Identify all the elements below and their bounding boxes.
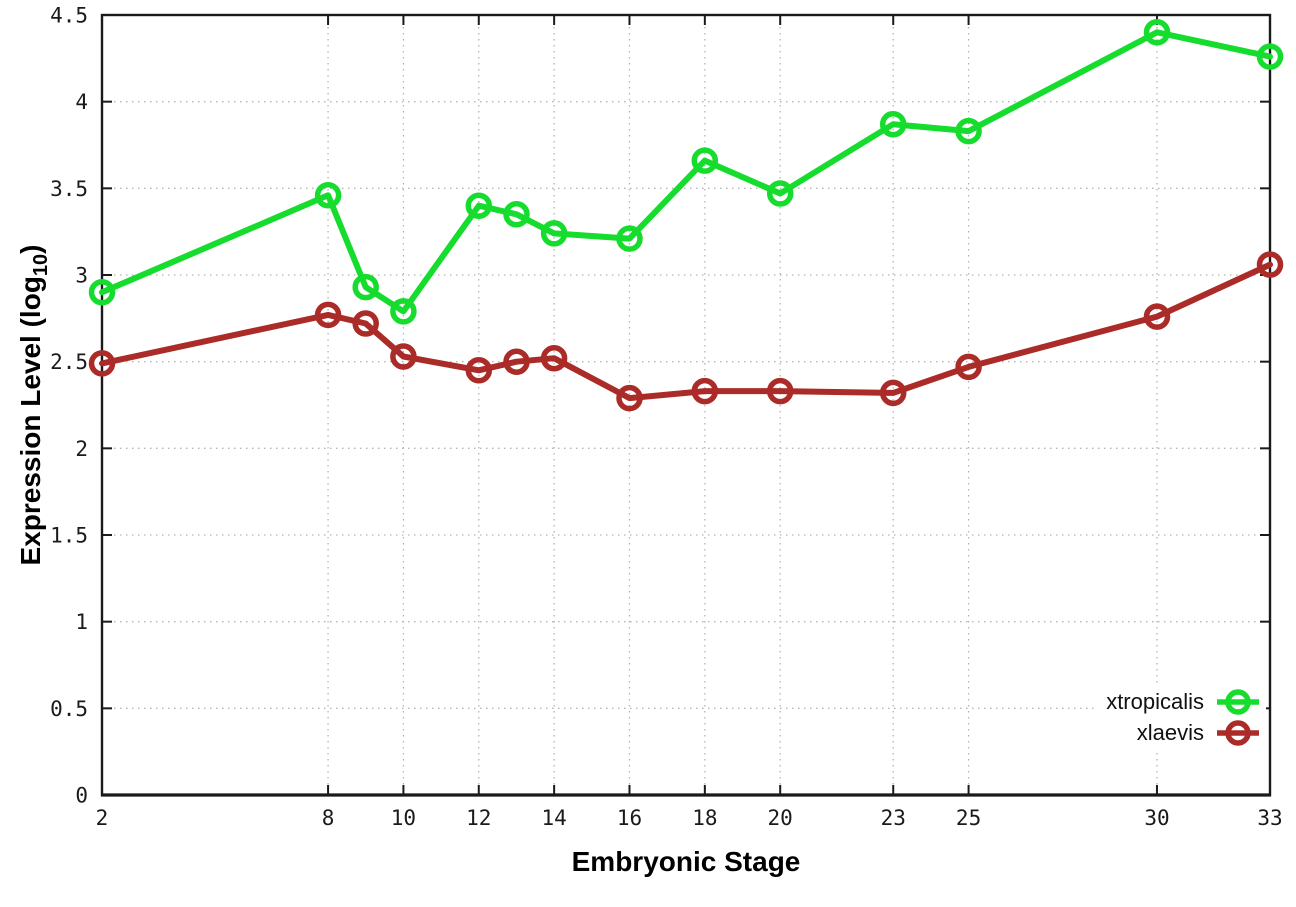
y-axis-title: Expression Level (log10) xyxy=(15,245,53,566)
data-point-xtropicalis xyxy=(879,110,907,138)
series-line-xlaevis xyxy=(99,261,1273,402)
data-point-xlaevis xyxy=(879,379,907,407)
y-tick-label: 0 xyxy=(75,784,88,808)
data-point-xtropicalis xyxy=(955,117,982,145)
series-line-xtropicalis xyxy=(99,29,1273,315)
y-tick-label: 1 xyxy=(75,610,88,634)
data-point-xlaevis xyxy=(955,353,982,381)
y-tick-label: 1.5 xyxy=(50,524,88,548)
legend-line-point-icon xyxy=(1217,720,1259,746)
data-point-xlaevis xyxy=(390,343,417,370)
legend: xtropicalis xlaevis xyxy=(1096,684,1266,751)
x-tick-label: 18 xyxy=(692,806,717,830)
x-tick-label: 16 xyxy=(617,806,642,830)
data-point-xlaevis xyxy=(503,348,530,375)
data-point-xtropicalis xyxy=(88,279,116,306)
data-point-xtropicalis xyxy=(1256,43,1284,70)
x-tick-label: 33 xyxy=(1257,806,1282,830)
data-point-xlaevis xyxy=(691,377,719,405)
data-point-xlaevis xyxy=(1256,251,1284,278)
y-tick-label: 0.5 xyxy=(50,697,88,721)
data-point-xlaevis xyxy=(314,301,342,329)
data-point-xlaevis xyxy=(352,310,379,337)
x-axis-title: Embryonic Stage xyxy=(571,846,801,877)
data-point-xtropicalis xyxy=(465,192,493,219)
data-point-xtropicalis xyxy=(766,180,794,207)
data-point-xtropicalis xyxy=(503,201,530,228)
x-tick-label: 20 xyxy=(768,806,793,830)
x-tick-label: 25 xyxy=(956,806,981,830)
x-tick-label: 23 xyxy=(881,806,906,830)
y-tick-label: 3 xyxy=(75,264,88,288)
data-point-xlaevis xyxy=(766,377,794,405)
data-point-xtropicalis xyxy=(540,220,568,247)
y-axis-title-main: Expression Level (log xyxy=(15,276,47,566)
data-point-xtropicalis xyxy=(691,147,719,174)
x-tick-label: 14 xyxy=(541,806,566,830)
legend-label-xlaevis: xlaevis xyxy=(1136,720,1204,745)
x-tick-label: 8 xyxy=(322,806,335,830)
y-tick-label: 3.5 xyxy=(50,177,88,201)
data-point-xtropicalis xyxy=(352,273,379,301)
data-point-xlaevis xyxy=(88,350,116,377)
y-tick-label: 4.5 xyxy=(50,4,88,28)
data-point-xlaevis xyxy=(465,357,493,384)
x-tick-label: 2 xyxy=(96,806,109,830)
data-point-xlaevis xyxy=(1143,303,1171,330)
plot-border xyxy=(100,13,1272,797)
legend-line-point-icon xyxy=(1217,689,1259,715)
data-point-xtropicalis xyxy=(616,225,643,252)
data-point-xtropicalis xyxy=(314,182,342,209)
y-tick-label: 2 xyxy=(75,437,88,461)
legend-row-xlaevis: xlaevis xyxy=(1137,718,1260,748)
x-tick-label: 30 xyxy=(1144,806,1169,830)
y-tick-label: 2.5 xyxy=(50,350,88,374)
data-point-xlaevis xyxy=(540,344,568,372)
x-tick-label: 10 xyxy=(391,806,416,830)
legend-label-xtropicalis: xtropicalis xyxy=(1106,689,1204,714)
y-axis-title-close: ) xyxy=(15,244,47,254)
y-tick-label: 4 xyxy=(75,90,88,114)
y-axis-title-subscript: 10 xyxy=(29,253,52,277)
x-tick-label: 12 xyxy=(466,806,491,830)
legend-row-xtropicalis: xtropicalis xyxy=(1106,687,1260,717)
data-point-xtropicalis xyxy=(1143,19,1171,46)
data-point-xtropicalis xyxy=(390,298,417,325)
data-point-xlaevis xyxy=(616,384,643,412)
